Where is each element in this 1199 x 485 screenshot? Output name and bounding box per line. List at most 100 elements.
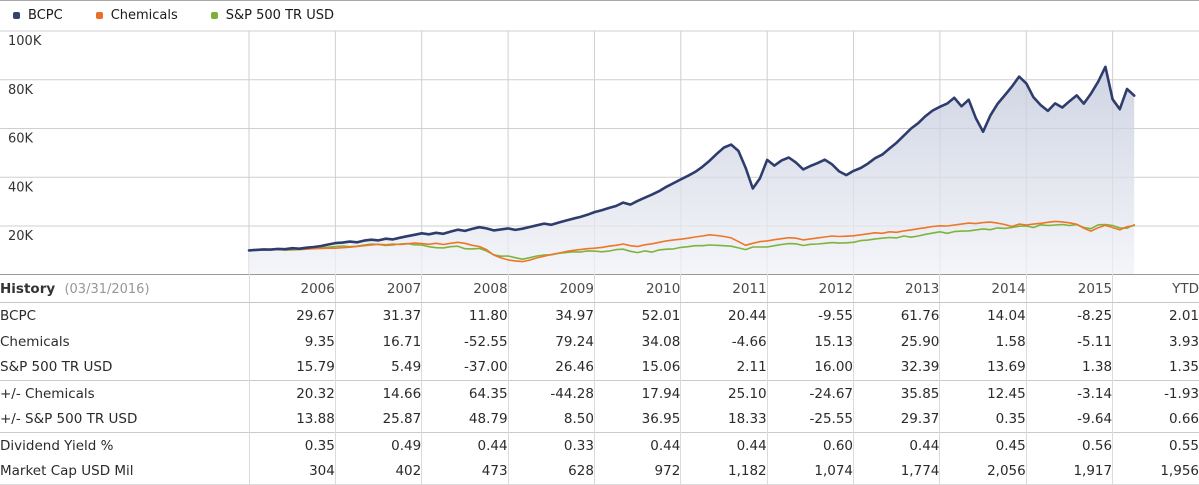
year-column-header: 2010 [593,274,681,303]
value-cell: -44.28 [507,380,595,407]
legend-item-sp500: S&P 500 TR USD [210,8,334,23]
history-header-row: History (03/31/2016) 2006 2007 2008 2009 201… [0,274,1199,303]
value-cell: 48.79 [421,406,509,433]
bcpc-area-fill [249,66,1135,274]
value-cell: 13.88 [248,406,336,433]
value-cell: 25.10 [680,380,768,407]
value-cell: 2.11 [680,354,768,381]
bcpc-series-dot-icon [13,12,20,19]
value-cell: 16.00 [766,354,854,381]
value-cell: 2.01 [1112,302,1199,329]
history-title-cell: History (03/31/2016) [0,274,249,303]
value-cell: 29.67 [248,302,336,329]
value-cell: 0.44 [421,432,509,459]
value-cell: 0.45 [939,432,1027,459]
year-column-header: 2015 [1025,274,1113,303]
value-cell: 11.80 [421,302,509,329]
table-row: S&P 500 TR USD 15.79 5.49 -37.00 26.46 15.06 2… [0,354,1199,381]
growth-chart-canvas: 100K 80K 60K 40K 20K [0,30,1199,274]
table-row: Dividend Yield % 0.35 0.49 0.44 0.33 0.44 0.44… [0,432,1199,459]
value-cell: 0.44 [680,432,768,459]
value-cell: 34.08 [593,328,681,355]
value-cell: 0.56 [1025,432,1113,459]
value-cell: -4.66 [680,328,768,355]
year-column-header: 2012 [766,274,854,303]
value-cell: -3.14 [1025,380,1113,407]
value-cell: 8.50 [507,406,595,433]
legend-label-chemicals: Chemicals [110,8,178,23]
value-cell: 18.33 [680,406,768,433]
year-column-header: 2011 [680,274,768,303]
value-cell: 32.39 [853,354,940,381]
value-cell: 402 [334,458,422,485]
value-cell: 1,774 [853,458,940,485]
value-cell: 0.60 [766,432,854,459]
year-column-header: 2013 [853,274,940,303]
row-label: Chemicals [0,333,70,350]
value-cell: 0.49 [334,432,422,459]
value-cell: -52.55 [421,328,509,355]
history-as-of-date: (03/31/2016) [64,281,150,297]
value-cell: 0.33 [507,432,595,459]
value-cell: 628 [507,458,595,485]
value-cell: 15.79 [248,354,336,381]
value-cell: -5.11 [1025,328,1113,355]
table-row: BCPC 29.67 31.37 11.80 34.97 52.01 20.44 -9.55 6… [0,302,1199,329]
svg-text:100K: 100K [8,34,42,49]
value-cell: -9.64 [1025,406,1113,433]
value-cell: 0.55 [1112,432,1199,459]
value-cell: -37.00 [421,354,509,381]
value-cell: 304 [248,458,336,485]
year-column-header: 2008 [421,274,509,303]
value-cell: 1.35 [1112,354,1199,381]
value-cell: 26.46 [507,354,595,381]
row-label: +/- S&P 500 TR USD [0,411,138,428]
growth-chart: 100K 80K 60K 40K 20K [0,30,1199,274]
value-cell: 3.93 [1112,328,1199,355]
value-cell: 0.44 [593,432,681,459]
history-table: History (03/31/2016) 2006 2007 2008 2009 201… [0,274,1199,485]
value-cell: 14.04 [939,302,1027,329]
value-cell: -1.93 [1112,380,1199,407]
year-column-header: 2007 [334,274,422,303]
y-axis-labels: 100K 80K 60K 40K 20K [8,34,42,244]
table-row: Market Cap USD Mil 304 402 473 628 972 1,182 1,… [0,458,1199,485]
value-cell: 13.69 [939,354,1027,381]
legend-label-bcpc: BCPC [28,8,63,23]
history-title: History [0,280,56,297]
legend-label-sp500: S&P 500 TR USD [225,8,334,23]
value-cell: 0.35 [248,432,336,459]
value-cell: 31.37 [334,302,422,329]
value-cell: -8.25 [1025,302,1113,329]
row-label: Market Cap USD Mil [0,463,134,480]
table-row: +/- S&P 500 TR USD 13.88 25.87 48.79 8.50 36.… [0,406,1199,433]
value-cell: 1,074 [766,458,854,485]
value-cell: 64.35 [421,380,509,407]
value-cell: 2,056 [939,458,1027,485]
value-cell: 1,956 [1112,458,1199,485]
value-cell: 17.94 [593,380,681,407]
chart-legend: BCPC Chemicals S&P 500 TR USD [0,0,1199,30]
row-label: BCPC [0,307,37,324]
chart-series-lines [247,65,1136,263]
value-cell: 25.90 [853,328,940,355]
value-cell: 79.24 [507,328,595,355]
value-cell: 15.13 [766,328,854,355]
value-cell: 16.71 [334,328,422,355]
value-cell: 0.44 [853,432,940,459]
value-cell: 1.38 [1025,354,1113,381]
value-cell: 5.49 [334,354,422,381]
sp500-series-dot-icon [210,12,218,19]
row-label: +/- Chemicals [0,380,249,407]
value-cell: 20.44 [680,302,768,329]
value-cell: 14.66 [334,380,422,407]
legend-item-chemicals: Chemicals [95,8,178,23]
year-column-header: 2009 [507,274,595,303]
value-cell: 0.35 [939,406,1027,433]
value-cell: 12.45 [939,380,1027,407]
year-column-header: 2006 [248,274,336,303]
value-cell: 35.85 [853,380,940,407]
value-cell: 61.76 [853,302,940,329]
svg-text:60K: 60K [8,132,34,147]
table-row: +/- Chemicals 20.32 14.66 64.35 -44.28 17.94 2… [0,380,1199,407]
